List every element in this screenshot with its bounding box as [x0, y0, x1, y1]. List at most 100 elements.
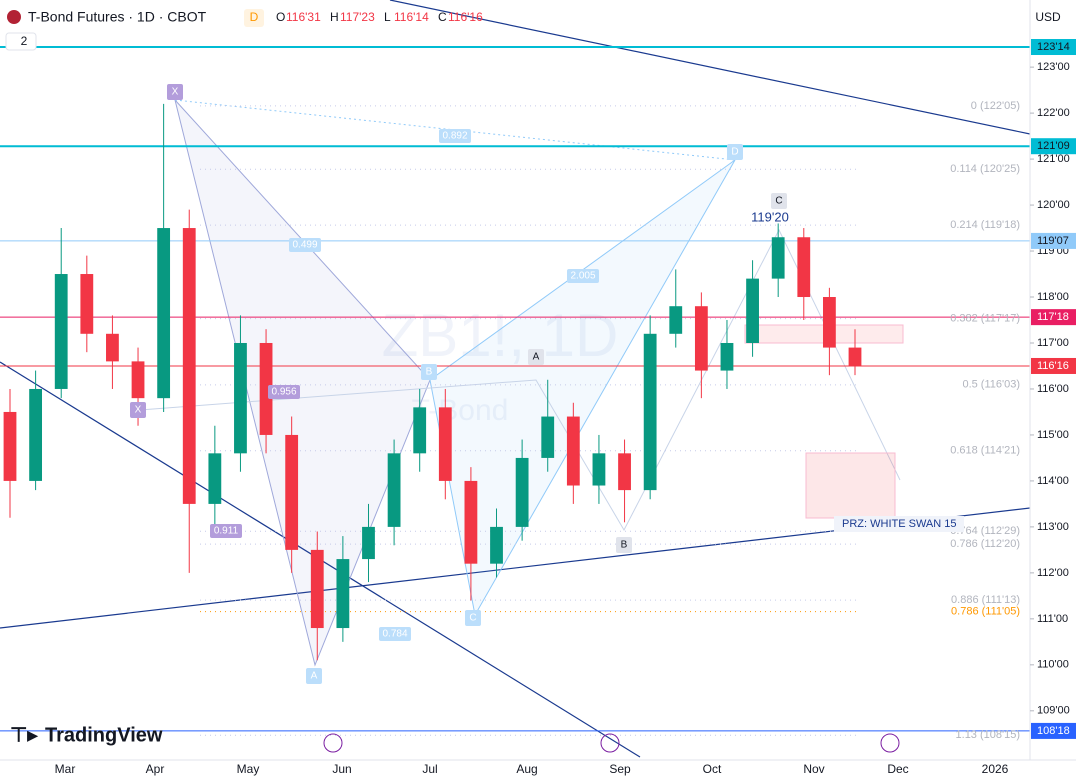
x-tick-label: Jul	[422, 762, 437, 776]
ohlc-value: 116'16	[448, 10, 483, 24]
pattern-point: A	[311, 671, 318, 682]
pattern-point-bg	[465, 610, 481, 626]
badge: D	[250, 10, 259, 24]
ratio-bg	[289, 238, 321, 252]
price-badge-label: 121'09	[1037, 140, 1070, 152]
indicator-count[interactable]: 2	[21, 34, 28, 48]
price-badge	[1031, 357, 1076, 374]
ratio-label: 0.892	[442, 131, 467, 142]
y-tick-label: 117'00	[1037, 337, 1069, 349]
logo-mark: ⊤▸	[10, 724, 38, 746]
candle-body	[490, 526, 503, 564]
candle-body	[515, 457, 529, 527]
prz-zone	[805, 452, 896, 519]
y-tick-label: 120'00	[1037, 199, 1070, 211]
ohlc-value: 117'23	[340, 10, 375, 24]
fib-label: 0.618 (114'21)	[950, 445, 1020, 457]
candle-body	[438, 407, 452, 481]
candle-body	[208, 453, 222, 504]
candle-body	[541, 416, 555, 458]
ratio-label: 0.784	[382, 629, 407, 640]
currency[interactable]: USD	[1035, 10, 1061, 24]
price-badge	[1031, 309, 1076, 326]
candle-body	[310, 549, 324, 629]
fib-label: 0.764 (112'29)	[950, 525, 1020, 537]
price-badge	[1031, 138, 1076, 155]
y-tick-label: 122'00	[1037, 107, 1070, 119]
logo: TradingView	[45, 724, 163, 746]
trend-line	[389, 0, 1031, 135]
ratio-bg	[210, 524, 242, 538]
candle-body	[336, 559, 350, 629]
flag-icon	[7, 10, 21, 24]
y-tick-label: 109'00	[1037, 705, 1070, 717]
prz-label: PRZ: WHITE SWAN 15	[842, 518, 957, 530]
y-tick-label: 111'00	[1037, 613, 1068, 625]
prz-bg	[834, 516, 964, 532]
candle-body	[106, 333, 119, 362]
pattern-point-bg	[528, 349, 544, 365]
ratio-bg	[379, 627, 411, 641]
y-tick-label: 118'00	[1037, 291, 1069, 303]
y-tick-label: 123'00	[1037, 61, 1070, 73]
pattern-point: B	[621, 540, 628, 551]
price-badge	[1031, 39, 1076, 56]
price-badge-label: 123'14	[1037, 41, 1070, 53]
indicator-toggle[interactable]	[5, 32, 37, 51]
candle-body	[720, 342, 734, 371]
fib-label: 0.382 (117'17)	[950, 313, 1020, 325]
x-tick-label: Nov	[803, 762, 824, 776]
pattern-point: D	[731, 147, 738, 158]
candle-body	[80, 274, 94, 334]
pattern-point-bg	[421, 364, 437, 380]
event-icon[interactable]	[880, 733, 900, 753]
candle-body	[643, 333, 657, 491]
fib-label: 0.786 (112'20)	[950, 538, 1020, 550]
ohlc-value: 116'31	[286, 10, 321, 24]
ohlc-key: C	[438, 10, 447, 24]
candle-body	[182, 228, 196, 504]
candle-body	[694, 306, 708, 371]
candle-body	[771, 237, 785, 279]
fib-label: 0.886 (111'13)	[951, 594, 1020, 606]
candle-body	[464, 480, 478, 564]
watermark-sub: T-Bond	[412, 394, 509, 427]
pattern-point-bg	[771, 193, 787, 209]
x-tick-label: 2026	[982, 762, 1009, 776]
pattern-point-bg	[306, 668, 322, 684]
x-tick-label: Oct	[703, 762, 722, 776]
pattern-point: C	[775, 196, 782, 207]
watermark: ZB1!, 1D	[382, 302, 619, 369]
event-icon[interactable]	[323, 733, 343, 753]
candle-body	[157, 228, 171, 399]
fib-label: 0.214 (119'18)	[950, 219, 1020, 231]
x-tick-label: Sep	[609, 762, 631, 776]
candle-body	[566, 416, 580, 486]
pattern-point: B	[426, 367, 433, 378]
candle-body	[822, 297, 836, 348]
x-tick-label: Mar	[55, 762, 76, 776]
candle-body	[797, 237, 811, 298]
y-tick-label: 121'00	[1037, 153, 1070, 165]
candle-body	[592, 453, 606, 486]
price-badge	[1031, 232, 1076, 249]
symbol-title[interactable]: T-Bond Futures · 1D · CBOT	[28, 9, 207, 25]
pattern-point-bg	[167, 84, 183, 100]
candle-body	[362, 526, 375, 560]
candle-body	[3, 411, 17, 481]
price-axis	[1030, 0, 1076, 777]
fib-label: 1.13 (108'15)	[956, 729, 1020, 741]
ratio-bg	[439, 129, 471, 143]
price-badge-label: 108'18	[1037, 725, 1070, 737]
y-tick-label: 110'00	[1037, 659, 1069, 671]
y-tick-label: 113'00	[1037, 521, 1069, 533]
event-icon[interactable]	[600, 733, 620, 753]
pattern-point: C	[469, 613, 476, 624]
pattern-point: X	[172, 87, 179, 98]
price-badge-label: 116'16	[1037, 360, 1069, 372]
ratio-label: 2.005	[570, 271, 595, 282]
x-tick-label: Dec	[887, 762, 908, 776]
ohlc-value: 116'14	[394, 10, 429, 24]
candle-body	[848, 347, 862, 366]
price-badge	[1031, 722, 1076, 739]
